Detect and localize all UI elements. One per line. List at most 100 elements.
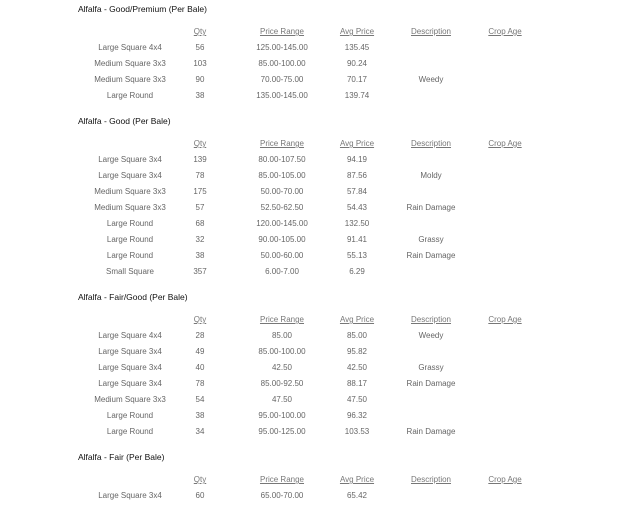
cell-avg-price: 57.84 — [346, 187, 368, 196]
cell-type: Medium Square 3x3 — [94, 187, 166, 196]
cell-type: Large Round — [106, 91, 154, 100]
cell-description: Grassy — [418, 235, 444, 244]
table-row: Medium Square 3x3 103 85.00-100.00 90.24 — [0, 56, 639, 72]
cell-avg-price: 91.41 — [346, 235, 368, 244]
cell-type: Medium Square 3x3 — [94, 75, 166, 84]
cell-description: Weedy — [418, 331, 444, 340]
table-row: Large Square 3x4 60 65.00-70.00 65.42 — [0, 488, 639, 504]
table-row: Medium Square 3x3 57 52.50-62.50 54.43 Rain … — [0, 200, 639, 216]
header-price-range: Price Range — [259, 139, 305, 148]
table-row: Large Square 4x4 56 125.00-145.00 135.45 — [0, 40, 639, 56]
header-crop-age: Crop Age — [488, 139, 522, 148]
cell-price-range: 85.00-105.00 — [258, 171, 306, 180]
cell-type: Medium Square 3x3 — [94, 395, 166, 404]
table-row: Large Round 38 95.00-100.00 96.32 — [0, 408, 639, 424]
cell-qty: 38 — [195, 251, 205, 260]
cell-type: Large Round — [106, 251, 154, 260]
cell-price-range: 95.00-125.00 — [258, 427, 306, 436]
cell-avg-price: 88.17 — [346, 379, 368, 388]
table-row: Large Square 4x4 28 85.00 85.00 Weedy — [0, 328, 639, 344]
header-avg-price: Avg Price — [339, 475, 375, 484]
cell-qty: 40 — [195, 363, 205, 372]
table-row: Large Square 3x4 78 85.00-105.00 87.56 Moldy — [0, 168, 639, 184]
table-row: Large Round 68 120.00-145.00 132.50 — [0, 216, 639, 232]
cell-avg-price: 85.00 — [346, 331, 368, 340]
cell-qty: 78 — [195, 171, 205, 180]
table-row: Large Square 3x4 40 42.50 42.50 Grassy — [0, 360, 639, 376]
cell-avg-price: 90.24 — [346, 59, 368, 68]
cell-avg-price: 87.56 — [346, 171, 368, 180]
cell-description: Rain Damage — [406, 427, 456, 436]
table-row: Medium Square 3x3 175 50.00-70.00 57.84 — [0, 184, 639, 200]
cell-type: Large Square 4x4 — [98, 331, 162, 340]
table-row: Large Square 3x4 49 85.00-100.00 95.82 — [0, 344, 639, 360]
section-title: Alfalfa - Good (Per Bale) — [78, 116, 171, 126]
cell-description: Weedy — [418, 75, 444, 84]
cell-avg-price: 132.50 — [344, 219, 370, 228]
cell-type: Large Square 3x4 — [98, 363, 162, 372]
cell-description: Rain Damage — [406, 251, 456, 260]
cell-qty: 38 — [195, 91, 205, 100]
header-avg-price: Avg Price — [339, 27, 375, 36]
cell-type: Large Square 3x4 — [98, 155, 162, 164]
cell-description: Rain Damage — [406, 203, 456, 212]
header-qty: Qty — [193, 475, 207, 484]
cell-qty: 34 — [195, 427, 205, 436]
table-row: Small Square 357 6.00-7.00 6.29 — [0, 264, 639, 280]
cell-price-range: 6.00-7.00 — [265, 267, 299, 276]
cell-price-range: 42.50 — [271, 363, 293, 372]
cell-type: Large Square 4x4 — [98, 43, 162, 52]
cell-qty: 90 — [195, 75, 205, 84]
cell-avg-price: 139.74 — [344, 91, 370, 100]
header-avg-price: Avg Price — [339, 139, 375, 148]
header-price-range: Price Range — [259, 315, 305, 324]
cell-price-range: 120.00-145.00 — [256, 219, 308, 228]
section-title: Alfalfa - Fair (Per Bale) — [78, 452, 165, 462]
table-row: Large Square 3x4 78 85.00-92.50 88.17 Rain D… — [0, 376, 639, 392]
cell-price-range: 125.00-145.00 — [256, 43, 308, 52]
cell-type: Large Square 3x4 — [98, 171, 162, 180]
header-price-range: Price Range — [259, 27, 305, 36]
header-description: Description — [410, 475, 452, 484]
report-section: Alfalfa - Fair (Per Bale) Qty Price Range A… — [0, 449, 639, 504]
cell-avg-price: 65.42 — [346, 491, 368, 500]
header-crop-age: Crop Age — [488, 475, 522, 484]
section-title: Alfalfa - Fair/Good (Per Bale) — [78, 292, 188, 302]
table-header: Qty Price Range Avg Price Description Crop A… — [0, 312, 639, 328]
cell-price-range: 50.00-70.00 — [260, 187, 304, 196]
table-header: Qty Price Range Avg Price Description Crop A… — [0, 24, 639, 40]
cell-avg-price: 94.19 — [346, 155, 368, 164]
cell-price-range: 65.00-70.00 — [260, 491, 304, 500]
cell-avg-price: 135.45 — [344, 43, 370, 52]
cell-type: Medium Square 3x3 — [94, 59, 166, 68]
cell-price-range: 85.00-92.50 — [260, 379, 304, 388]
header-description: Description — [410, 27, 452, 36]
header-qty: Qty — [193, 27, 207, 36]
table-row: Large Round 38 135.00-145.00 139.74 — [0, 88, 639, 104]
header-crop-age: Crop Age — [488, 27, 522, 36]
cell-qty: 38 — [195, 411, 205, 420]
header-price-range: Price Range — [259, 475, 305, 484]
cell-price-range: 85.00 — [271, 331, 293, 340]
cell-avg-price: 47.50 — [346, 395, 368, 404]
cell-type: Large Round — [106, 411, 154, 420]
cell-qty: 78 — [195, 379, 205, 388]
table-header: Qty Price Range Avg Price Description Crop A… — [0, 136, 639, 152]
table-row: Medium Square 3x3 54 47.50 47.50 — [0, 392, 639, 408]
cell-price-range: 52.50-62.50 — [260, 203, 304, 212]
cell-description: Rain Damage — [406, 379, 456, 388]
table-header: Qty Price Range Avg Price Description Crop A… — [0, 472, 639, 488]
cell-description: Grassy — [418, 363, 444, 372]
cell-avg-price: 42.50 — [346, 363, 368, 372]
cell-type: Large Round — [106, 235, 154, 244]
cell-avg-price: 55.13 — [346, 251, 368, 260]
header-avg-price: Avg Price — [339, 315, 375, 324]
report-section: Alfalfa - Fair/Good (Per Bale) Qty Price R… — [0, 289, 639, 440]
cell-qty: 32 — [195, 235, 205, 244]
cell-qty: 60 — [195, 491, 205, 500]
header-description: Description — [410, 315, 452, 324]
cell-price-range: 85.00-100.00 — [258, 347, 306, 356]
cell-qty: 103 — [193, 59, 207, 68]
cell-type: Medium Square 3x3 — [94, 203, 166, 212]
